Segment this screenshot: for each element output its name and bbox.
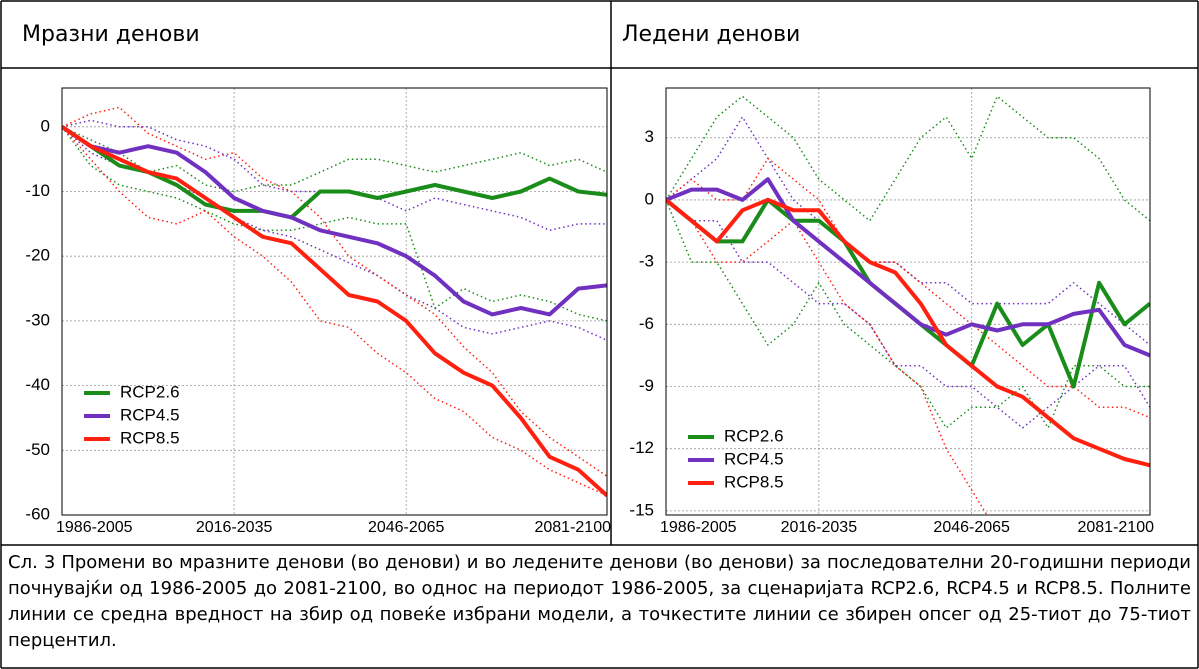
mean-line <box>666 177 1150 358</box>
y-tick-label: -20 <box>25 246 50 265</box>
plot-frame <box>665 87 1151 516</box>
chart-title: Мразни денови <box>22 22 200 47</box>
range-line <box>62 119 607 232</box>
x-tick-label: 1986-2005 <box>660 519 737 536</box>
range-line <box>666 95 1150 222</box>
legend-label: RCP4.5 <box>120 405 180 424</box>
x-tick-label: 2081-2100 <box>1077 519 1154 536</box>
mean-line <box>62 125 607 317</box>
chart: Ледени денови 3 0 -3 -6 -9 -12 -15 1986-2005 2016… <box>622 22 1154 536</box>
y-tick-label: -40 <box>25 375 50 394</box>
range-line <box>666 116 1150 346</box>
legend-label: RCP8.5 <box>724 472 784 491</box>
x-tick-label: 2046-2065 <box>933 519 1010 536</box>
chart-title: Ледени денови <box>622 22 800 47</box>
y-tick-label: 0 <box>645 189 654 208</box>
mean-line <box>666 197 1150 468</box>
plot-frame <box>61 87 608 516</box>
x-tick-label: 2016-2035 <box>196 519 273 536</box>
mean-line <box>62 125 607 498</box>
legend-label: RCP2.6 <box>120 382 180 401</box>
y-tick-label: -30 <box>25 310 50 329</box>
range-line <box>62 126 607 497</box>
x-tick-label: 2081-2100 <box>534 519 611 536</box>
caption: Сл. 3 Промени во мразните денови (во ден… <box>8 552 1191 651</box>
y-tick-label: 3 <box>645 127 654 146</box>
mean-line <box>666 197 1150 389</box>
y-tick-label: -50 <box>25 440 50 459</box>
y-tick-label: -15 <box>629 500 654 519</box>
y-tick-label: 0 <box>41 116 50 135</box>
x-tick-label: 2046-2065 <box>368 519 445 536</box>
y-tick-label: -3 <box>639 252 654 271</box>
y-tick-label: -9 <box>639 376 654 395</box>
range-line <box>62 126 607 193</box>
x-tick-label: 1986-2005 <box>56 519 133 536</box>
legend-label: RCP2.6 <box>724 426 784 445</box>
range-line <box>62 126 607 322</box>
y-tick-label: -60 <box>25 504 50 523</box>
x-tick-label: 2016-2035 <box>781 519 858 536</box>
legend-label: RCP4.5 <box>724 449 784 468</box>
range-line <box>62 106 607 477</box>
range-line <box>666 157 1150 419</box>
y-tick-label: -12 <box>629 438 654 457</box>
legend-label: RCP8.5 <box>120 428 180 447</box>
y-tick-label: -10 <box>25 181 50 200</box>
chart: Мразни денови 0 -10 -20 -30 -40 -50 -60 1986-200… <box>22 22 611 536</box>
y-tick-label: -6 <box>639 314 654 333</box>
